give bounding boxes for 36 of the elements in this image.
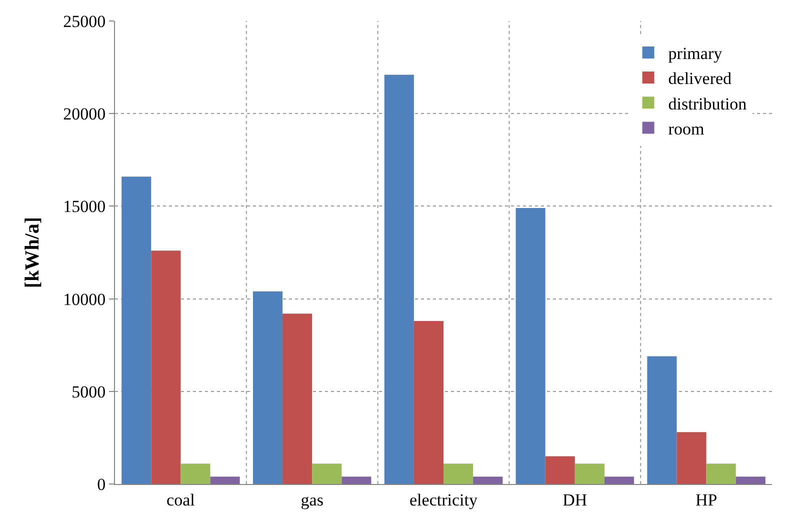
bar (604, 476, 634, 484)
y-tick-label: 10000 (63, 290, 106, 309)
legend-label: distribution (668, 94, 748, 114)
y-tick-label: 0 (97, 474, 106, 494)
bar (545, 456, 575, 484)
legend-label: primary (668, 44, 723, 64)
legend-label: room (668, 119, 704, 138)
bar (342, 476, 372, 484)
bar (444, 464, 474, 484)
bar (574, 464, 604, 484)
bar (647, 356, 677, 484)
bar (180, 464, 210, 484)
bar (312, 464, 342, 484)
x-tick-label: electricity (410, 490, 478, 510)
y-tick-label: 15000 (63, 197, 106, 216)
y-axis-title: [kWh/a] (22, 216, 44, 288)
y-tick-label: 5000 (72, 382, 106, 402)
bar (122, 176, 152, 484)
bar (473, 476, 503, 484)
bar (151, 250, 181, 484)
bar (384, 74, 414, 484)
bar (706, 464, 736, 484)
bar (736, 476, 766, 484)
bar (252, 291, 283, 484)
bar (282, 314, 312, 484)
x-tick-label: DH (562, 490, 588, 510)
x-tick-label: HP (695, 490, 718, 510)
bar (516, 208, 546, 484)
bar (210, 476, 240, 484)
bar (414, 321, 444, 484)
bar (676, 432, 706, 484)
x-tick-label: coal (166, 490, 196, 510)
y-tick-label: 25000 (63, 12, 106, 31)
legend-label: delivered (668, 69, 732, 88)
y-tick-label: 20000 (63, 104, 106, 124)
x-tick-label: gas (300, 490, 324, 510)
